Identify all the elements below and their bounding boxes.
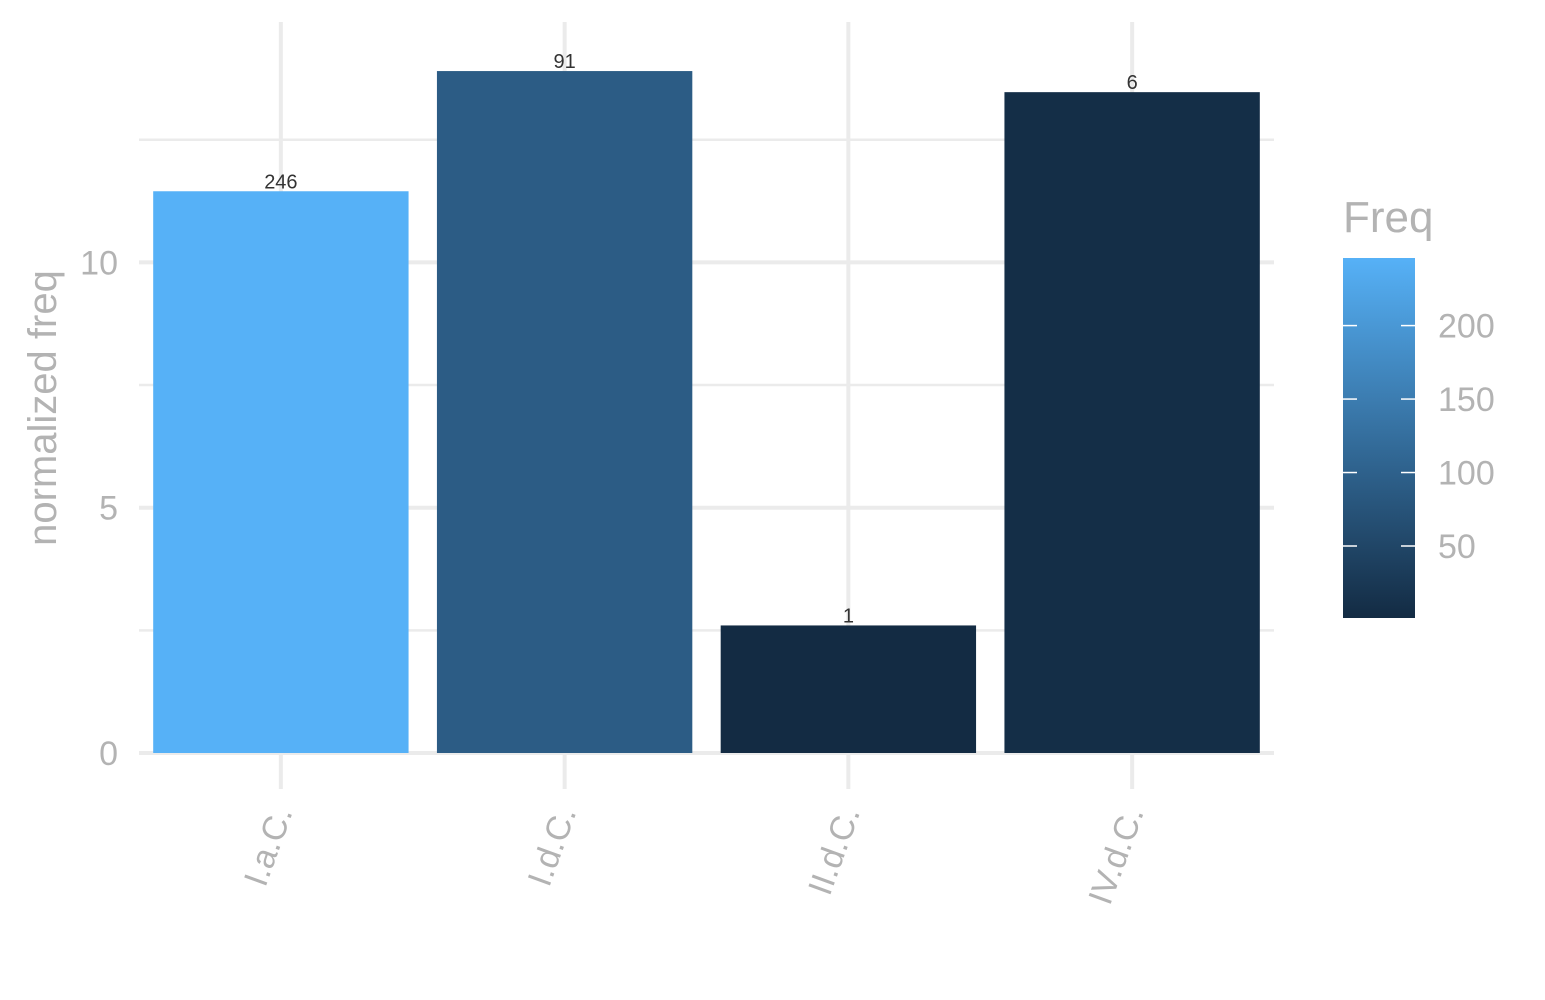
bar-value-label: 1 <box>843 605 854 627</box>
color-legend: Freq 200 150 100 50 <box>1343 193 1495 618</box>
y-tick-label: 0 <box>99 735 118 773</box>
legend-tick-label: 100 <box>1438 455 1495 493</box>
bars <box>153 71 1260 753</box>
y-axis-ticks: 0 5 10 <box>80 244 118 773</box>
y-tick-label: 5 <box>99 490 118 528</box>
bar-value-label: 246 <box>264 171 297 193</box>
legend-tick-label: 150 <box>1438 381 1495 419</box>
legend-title: Freq <box>1343 193 1433 242</box>
bar-value-label: 6 <box>1127 72 1138 94</box>
bar-II.d.C. <box>720 625 977 753</box>
x-tick-label: I.a.C. <box>237 802 300 891</box>
bar-value-label: 91 <box>554 51 576 73</box>
x-tick-label: II.d.C. <box>801 802 868 900</box>
bar-I.d.C. <box>436 71 693 753</box>
legend-tick-label: 200 <box>1438 308 1495 346</box>
y-axis-title: normalized freq <box>21 270 65 546</box>
legend-colorbar <box>1343 258 1415 618</box>
y-tick-label: 10 <box>80 244 118 282</box>
bar-I.a.C. <box>153 191 409 753</box>
x-axis-ticks: I.a.C. I.d.C. II.d.C. IV.d.C. <box>237 802 1152 910</box>
legend-ticks: 200 150 100 50 <box>1343 308 1495 566</box>
bar-IV.d.C. <box>1004 92 1260 753</box>
legend-tick-label: 50 <box>1438 528 1476 566</box>
x-tick-label: IV.d.C. <box>1081 802 1151 910</box>
bar-value-labels: 246 91 1 6 <box>264 51 1138 627</box>
x-tick-label: I.d.C. <box>521 802 584 891</box>
